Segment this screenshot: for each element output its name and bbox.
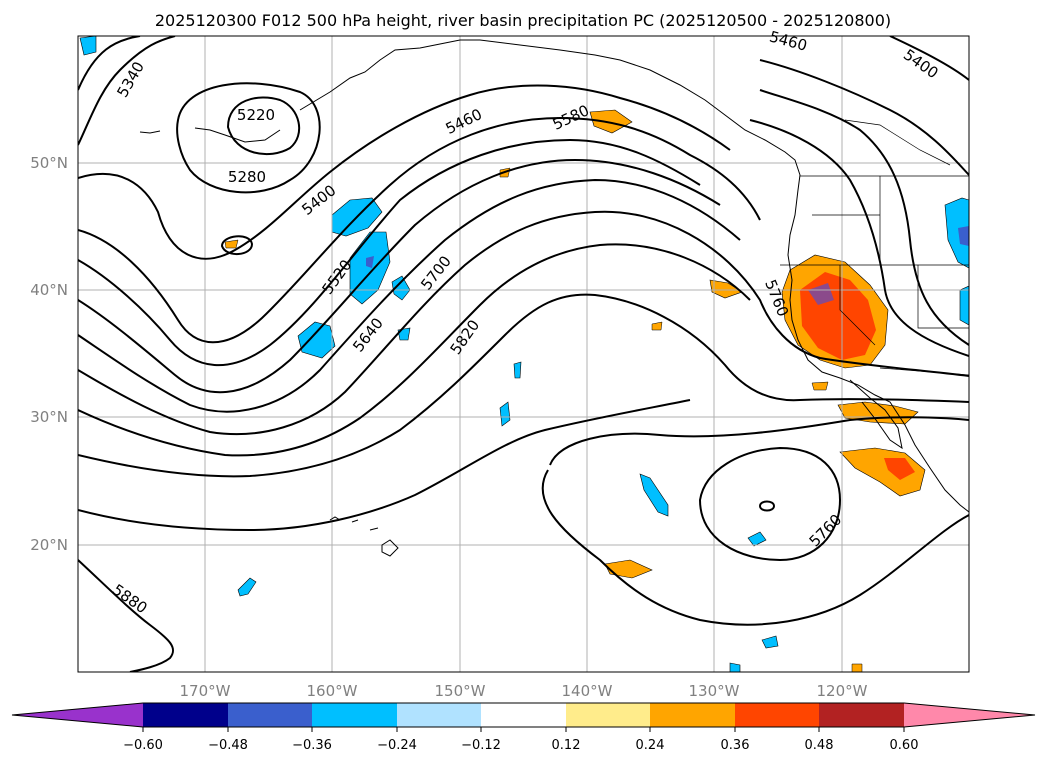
colorbar-segment xyxy=(312,703,397,727)
longitude-labels: 170°W 160°W 150°W 140°W 130°W 120°W xyxy=(180,682,868,700)
colorbar-segment xyxy=(228,703,312,727)
colorbar-tick-label: 0.36 xyxy=(721,738,750,753)
colorbar-segment xyxy=(143,703,228,727)
colorbar-tick-label: −0.48 xyxy=(208,738,248,753)
height-contours xyxy=(78,36,969,672)
precip-negative xyxy=(79,36,969,672)
colorbar: −0.60 −0.48 −0.36 −0.24 −0.12 0.12 0.24 … xyxy=(11,702,1036,753)
lat-label: 20°N xyxy=(30,536,68,554)
lat-label: 30°N xyxy=(30,408,68,426)
colorbar-tick-label: 0.48 xyxy=(805,738,834,753)
colorbar-segment xyxy=(397,703,481,727)
colorbar-segment xyxy=(481,703,566,727)
contour-label: 5220 xyxy=(237,106,275,124)
colorbar-tick-label: 0.24 xyxy=(636,738,665,753)
colorbar-tick-label: 0.12 xyxy=(552,738,581,753)
latitude-labels: 50°N 40°N 30°N 20°N xyxy=(30,154,68,554)
colorbar-segment xyxy=(566,703,650,727)
colorbar-tick-label: 0.60 xyxy=(890,738,919,753)
figure-title: 2025120300 F012 500 hPa height, river ba… xyxy=(155,11,891,30)
colorbar-tick-label: −0.60 xyxy=(123,738,163,753)
map-frame xyxy=(77,35,970,673)
lon-label: 130°W xyxy=(689,682,740,700)
colorbar-segment xyxy=(735,703,819,727)
coastline xyxy=(139,39,969,557)
colorbar-tick-label: −0.36 xyxy=(292,738,332,753)
colorbar-tick-label: −0.12 xyxy=(461,738,501,753)
colorbar-segment xyxy=(650,703,735,727)
lat-label: 50°N xyxy=(30,154,68,172)
lon-label: 150°W xyxy=(435,682,486,700)
map-panel xyxy=(78,36,969,672)
lon-label: 140°W xyxy=(562,682,613,700)
colorbar-extend-max xyxy=(904,703,1035,727)
borders xyxy=(780,119,969,376)
colorbar-tick-marks xyxy=(142,727,905,732)
lon-label: 170°W xyxy=(180,682,231,700)
lon-label: 120°W xyxy=(817,682,868,700)
contour-label: 5280 xyxy=(228,168,266,186)
lon-label: 160°W xyxy=(307,682,358,700)
colorbar-tick-label: −0.24 xyxy=(377,738,417,753)
lat-label: 40°N xyxy=(30,281,68,299)
colorbar-extend-min xyxy=(12,703,143,727)
colorbar-segment xyxy=(819,703,904,727)
